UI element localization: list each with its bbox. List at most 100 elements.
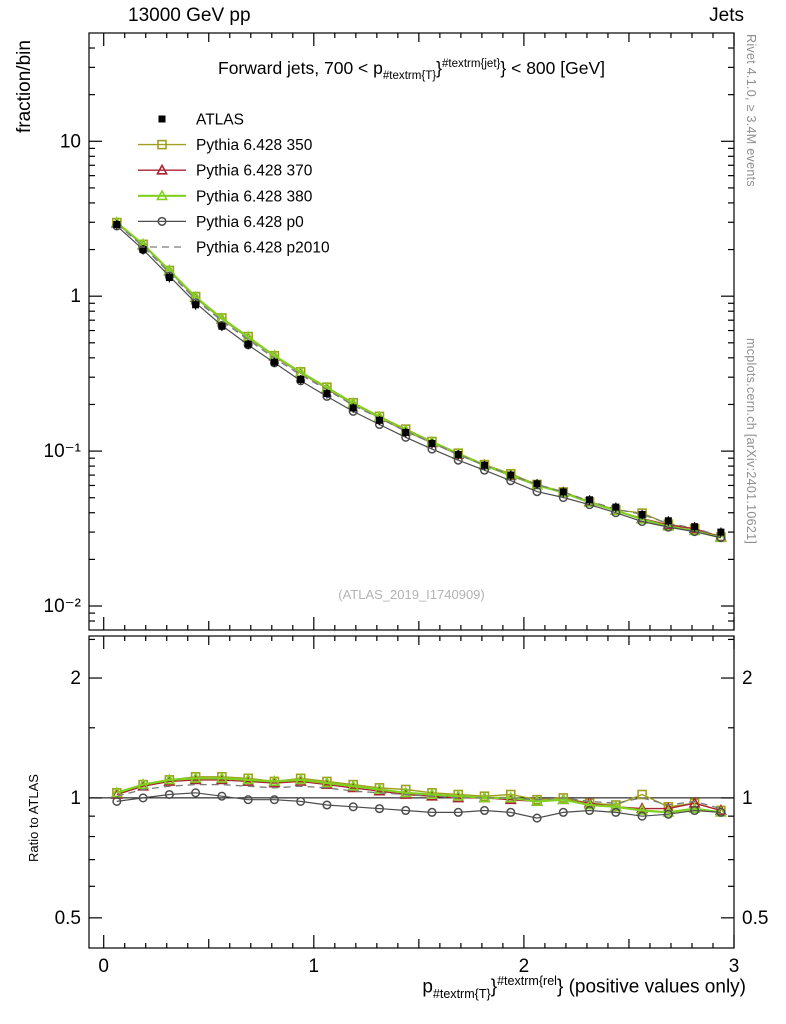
- xaxis-title: p#textrm{T}}#textrm{rel} (positive value…: [422, 974, 746, 1001]
- series-pythia-6-428-p0: [112, 221, 726, 823]
- ytick-label: 10: [60, 131, 81, 152]
- data-point: [165, 274, 173, 282]
- data-point: [609, 800, 622, 812]
- series-line: [116, 222, 722, 538]
- series-pythia-6-428-380: [110, 216, 727, 817]
- data-point: [191, 788, 201, 798]
- legend-label: ATLAS: [196, 112, 244, 129]
- data-point: [138, 793, 148, 803]
- data-point: [269, 795, 279, 805]
- ratio-ytick-label-right: 2: [742, 668, 753, 689]
- data-point: [586, 496, 594, 504]
- series-line: [116, 777, 722, 814]
- series-line: [116, 783, 722, 810]
- ratio-ytick-label-right: 0.5: [742, 908, 768, 929]
- ratio-ytick-label: 2: [70, 668, 81, 689]
- data-point: [348, 802, 358, 812]
- data-point: [638, 510, 646, 518]
- label-fragment: p: [422, 976, 433, 998]
- legend-entry-3: Pythia 6.428 380: [138, 188, 313, 205]
- series-line: [116, 223, 722, 537]
- data-point: [612, 503, 620, 511]
- data-point: [428, 439, 436, 447]
- data-point: [583, 798, 596, 810]
- data-point: [688, 524, 701, 536]
- label-fragment: }: [436, 58, 442, 78]
- label-fragment: #textrm{T}: [382, 70, 437, 83]
- data-point: [164, 789, 174, 800]
- legend-entry-4: Pythia 6.428 p0: [138, 214, 304, 231]
- legend-label: Pythia 6.428 370: [196, 163, 313, 180]
- ratio-ytick-label: 1: [70, 788, 81, 809]
- data-point: [217, 791, 227, 801]
- data-point: [347, 779, 360, 791]
- data-point: [507, 471, 515, 479]
- xtick-label: 2: [519, 956, 530, 977]
- data-point: [664, 517, 672, 525]
- legend: ATLAS Pythia 6.428 350 Pythia 6.428 370 Pyt…: [138, 112, 330, 257]
- data-point: [323, 390, 331, 398]
- mcplots-arxiv-label: mcplots.cern.ch [arXiv:2401.10621]: [744, 338, 758, 545]
- axis-tick-labels: 10 1 10⁻¹ 10⁻² 2 2 1 1 0.5 0.5 0 1 2 3: [44, 131, 769, 977]
- label-fragment: }: [490, 976, 498, 998]
- legend-label: Pythia 6.428 380: [196, 188, 313, 205]
- legend-label: Pythia 6.428 p0: [196, 214, 304, 231]
- data-point: [611, 807, 621, 817]
- data-point: [506, 807, 516, 817]
- data-point: [243, 795, 253, 805]
- data-point: [481, 461, 489, 469]
- label-fragment: #textrm{jet}: [442, 58, 501, 71]
- yaxis-title-ratio: Ratio to ATLAS: [26, 774, 41, 862]
- data-point: [189, 771, 202, 783]
- data-point: [585, 805, 595, 816]
- ratio-ytick-label: 0.5: [55, 908, 81, 929]
- data-point: [532, 813, 542, 823]
- data-point: [426, 788, 438, 799]
- analysis-id-watermark: (ATLAS_2019_I1740909): [338, 587, 485, 602]
- data-point: [296, 796, 306, 806]
- xtick-label: 1: [309, 956, 320, 977]
- beam-energy-label: 13000 GeV pp: [128, 5, 251, 26]
- data-point: [322, 800, 332, 810]
- data-point: [453, 807, 463, 817]
- data-point: [691, 523, 699, 531]
- label-fragment: #textrm{rel: [497, 974, 557, 988]
- data-point: [663, 809, 673, 819]
- data-point: [478, 791, 491, 803]
- data-point: [375, 416, 383, 424]
- axes-frame: [88, 32, 735, 949]
- xtick-label: 3: [729, 956, 740, 977]
- xtick-label: 0: [98, 956, 109, 977]
- data-point: [215, 771, 228, 783]
- data-point: [294, 773, 307, 785]
- label-fragment: } (positive values only): [556, 976, 746, 998]
- plot-title: Forward jets, 700 < p#textrm{T}}#textrm{…: [89, 58, 734, 82]
- series-line: [116, 221, 722, 539]
- data-point: [268, 774, 281, 786]
- legend-entry-1: Pythia 6.428 350: [138, 137, 313, 154]
- data-point: [110, 786, 123, 798]
- series-line: [116, 222, 722, 538]
- data-point: [454, 451, 462, 459]
- data-point: [244, 340, 252, 348]
- data-point: [558, 807, 568, 817]
- data-point: [349, 404, 357, 412]
- label-fragment: } < 800 [GeV]: [500, 58, 605, 78]
- data-point: [297, 375, 305, 383]
- data-point: [452, 789, 465, 801]
- yaxis-title-top: fraction/bin: [14, 40, 35, 133]
- data-point: [717, 528, 725, 536]
- data-point: [559, 488, 567, 496]
- data-point: [192, 301, 200, 309]
- data-point: [402, 428, 410, 436]
- data-point: [374, 804, 385, 814]
- data-point: [156, 189, 168, 201]
- series-line: [116, 792, 721, 819]
- data-point: [139, 246, 147, 254]
- legend-label: Pythia 6.428 350: [196, 137, 313, 154]
- legend-entry-5: Pythia 6.428 p2010: [138, 240, 330, 257]
- ytick-label: 1: [70, 286, 81, 307]
- ytick-label: 10⁻²: [44, 596, 82, 617]
